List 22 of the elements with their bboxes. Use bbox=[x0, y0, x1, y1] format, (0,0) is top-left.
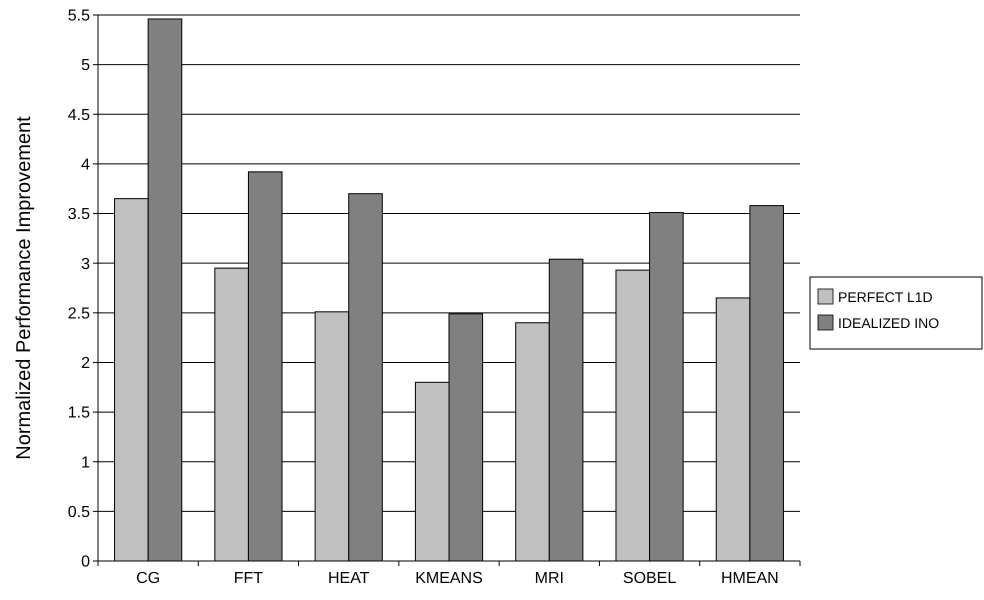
y-tick-label: 3.5 bbox=[68, 206, 90, 224]
y-tick-label: 2 bbox=[81, 355, 90, 372]
y-axis-title: Normalized Performance Improvement bbox=[13, 116, 35, 460]
y-tick-label: 3 bbox=[81, 256, 90, 273]
x-tick-label: HMEAN bbox=[720, 570, 779, 587]
x-tick-label: KMEANS bbox=[415, 570, 483, 587]
legend-label: IDEALIZED INO bbox=[838, 314, 940, 331]
x-tick-label: CG bbox=[136, 570, 160, 587]
x-tick-label: MRI bbox=[534, 570, 564, 587]
y-tick-label: 1 bbox=[81, 454, 90, 472]
x-tick-label: HEAT bbox=[328, 570, 370, 587]
y-tick-label: 5 bbox=[81, 57, 90, 74]
legend-label: PERFECT L1D bbox=[838, 288, 933, 305]
y-tick-label: 5.5 bbox=[68, 8, 90, 25]
y-tick-label: 4 bbox=[81, 156, 90, 174]
y-tick-label: 4.5 bbox=[68, 106, 90, 124]
y-tick-label: 2.5 bbox=[68, 305, 90, 322]
x-tick-label: SOBEL bbox=[622, 570, 676, 587]
y-tick-label: 0.5 bbox=[68, 504, 90, 521]
y-tick-label: 0 bbox=[81, 554, 90, 571]
x-tick-label: FFT bbox=[234, 570, 264, 587]
y-tick-label: 1.5 bbox=[68, 404, 90, 422]
